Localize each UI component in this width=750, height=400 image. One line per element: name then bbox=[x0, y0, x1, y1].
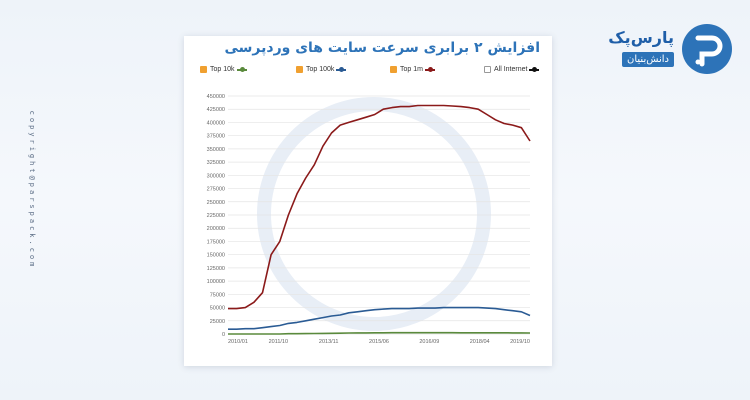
x-tick-label: 2015/06 bbox=[369, 339, 389, 345]
brand-name: پارس‌پک bbox=[608, 28, 674, 47]
brand-logo: پارس‌پک دانش‌بنیان bbox=[608, 24, 732, 84]
x-tick-label: 2013/11 bbox=[319, 339, 338, 345]
series-line bbox=[228, 104, 531, 310]
y-tick-label: 50000 bbox=[210, 306, 225, 312]
x-tick-label: 2010/01 bbox=[228, 339, 248, 345]
y-tick-label: 25000 bbox=[210, 319, 225, 325]
legend-label: All Internet bbox=[494, 66, 528, 73]
y-tick-label: 0 bbox=[222, 332, 225, 338]
legend-item[interactable]: Top 10k bbox=[200, 66, 247, 73]
y-tick-label: 300000 bbox=[207, 173, 225, 179]
x-tick-label: 2011/10 bbox=[269, 339, 288, 345]
legend-item[interactable]: Top 100k bbox=[296, 66, 347, 73]
series-line bbox=[228, 306, 531, 330]
brand-subtitle: دانش‌بنیان bbox=[622, 52, 674, 67]
y-tick-label: 175000 bbox=[207, 239, 225, 245]
y-tick-label: 400000 bbox=[207, 120, 225, 126]
y-tick-label: 75000 bbox=[210, 292, 225, 298]
y-tick-label: 325000 bbox=[207, 160, 225, 166]
legend-label: Top 100k bbox=[306, 66, 335, 73]
legend-checkbox[interactable] bbox=[200, 66, 207, 73]
y-tick-label: 275000 bbox=[207, 187, 225, 193]
line-chart: 0 25000 50000 75000 100000 125000 150000 175000… bbox=[207, 94, 531, 345]
legend-checkbox[interactable] bbox=[484, 66, 491, 73]
legend-item[interactable]: All Internet bbox=[484, 66, 540, 73]
y-tick-label: 350000 bbox=[207, 147, 225, 153]
chart-title: افزایش ۲ برابری سرعت سایت های وردپرسی bbox=[224, 40, 541, 56]
copyright-text: copyright@parspack.com bbox=[28, 110, 36, 270]
y-tick-label: 100000 bbox=[207, 279, 225, 285]
legend-swatch bbox=[424, 66, 435, 72]
series-line bbox=[228, 331, 531, 335]
y-tick-label: 425000 bbox=[207, 107, 225, 113]
chart-legend: Top 10k Top 100k Top 1m All Internet bbox=[184, 66, 552, 80]
x-tick-label: 2019/10 bbox=[510, 339, 530, 345]
y-tick-label: 225000 bbox=[207, 213, 225, 219]
legend-swatch bbox=[336, 66, 347, 72]
y-tick-label: 200000 bbox=[207, 226, 225, 232]
chart-card: افزایش ۲ برابری سرعت سایت های وردپرسی To… bbox=[184, 36, 552, 366]
legend-label: Top 10k bbox=[210, 66, 235, 73]
x-tick-label: 2016/09 bbox=[419, 339, 439, 345]
y-tick-label: 125000 bbox=[207, 266, 225, 272]
legend-swatch bbox=[529, 66, 540, 72]
legend-checkbox[interactable] bbox=[296, 66, 303, 73]
y-tick-label: 150000 bbox=[207, 253, 225, 259]
brand-logo-icon bbox=[682, 24, 732, 74]
legend-item[interactable]: Top 1m bbox=[390, 66, 435, 73]
watermark-logo bbox=[257, 97, 491, 331]
legend-checkbox[interactable] bbox=[390, 66, 397, 73]
y-tick-label: 375000 bbox=[207, 134, 225, 140]
y-tick-label: 250000 bbox=[207, 200, 225, 206]
legend-label: Top 1m bbox=[400, 66, 423, 73]
legend-swatch bbox=[236, 66, 247, 72]
x-tick-label: 2018/04 bbox=[470, 339, 490, 345]
y-tick-label: 450000 bbox=[207, 94, 225, 100]
